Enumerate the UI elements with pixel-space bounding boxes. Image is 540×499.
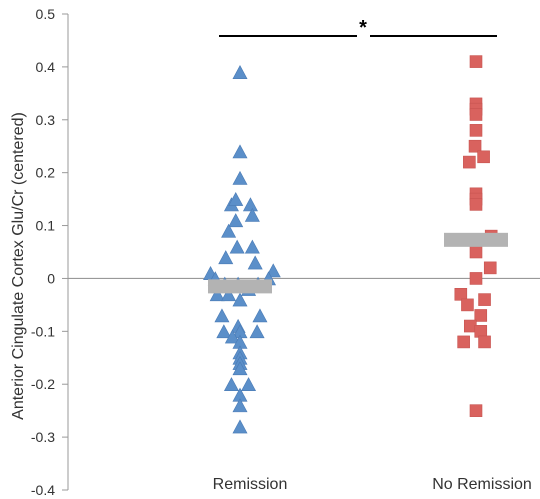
mean-layer xyxy=(208,232,508,294)
data-point-no-remission xyxy=(461,298,474,312)
data-point-remission xyxy=(232,361,248,376)
y-axis-title: Anterior Cingulate Cortex Glu/Cr (center… xyxy=(10,112,27,420)
y-tick-label: 0.2 xyxy=(36,165,56,181)
mean-bar-no-remission xyxy=(444,232,508,247)
axis-layer xyxy=(62,13,540,491)
data-point-no-remission xyxy=(483,261,497,275)
data-point-remission xyxy=(232,170,248,185)
data-point-no-remission xyxy=(469,404,483,417)
data-point-remission xyxy=(224,329,240,344)
y-tick-label: -0.2 xyxy=(31,376,55,392)
mean-bar-remission xyxy=(208,279,272,294)
y-tick-label: 0.5 xyxy=(36,6,56,22)
data-point-remission xyxy=(252,308,268,323)
data-point-no-remission xyxy=(469,55,483,68)
data-point-no-remission xyxy=(469,108,483,121)
data-point-remission xyxy=(232,398,248,413)
y-tick-label: 0.4 xyxy=(36,59,56,75)
data-point-remission xyxy=(218,250,234,265)
data-point-remission xyxy=(232,144,248,159)
data-point-no-remission xyxy=(474,309,488,322)
data-point-remission xyxy=(221,223,237,238)
data-point-no-remission xyxy=(457,335,470,349)
data-point-remission xyxy=(244,207,260,222)
data-point-remission xyxy=(228,191,244,206)
data-point-remission xyxy=(249,324,265,339)
data-point-remission xyxy=(232,292,248,307)
data-point-no-remission xyxy=(454,288,468,301)
y-tick-label: 0 xyxy=(47,270,55,286)
data-point-remission xyxy=(232,419,248,434)
data-point-no-remission xyxy=(469,245,483,259)
x-category-label: Remission xyxy=(213,476,288,493)
data-point-remission xyxy=(232,65,248,79)
data-point-no-remission xyxy=(468,139,482,153)
data-point-remission xyxy=(247,255,263,270)
data-point-remission xyxy=(241,377,257,392)
data-point-no-remission xyxy=(469,198,483,211)
data-point-remission xyxy=(216,324,232,339)
data-point-no-remission xyxy=(478,335,491,349)
data-point-remission xyxy=(209,287,225,302)
y-tick-label: 0.1 xyxy=(36,218,56,234)
x-category-label: No Remission xyxy=(432,476,532,493)
significance-star: * xyxy=(359,17,367,39)
data-point-no-remission xyxy=(474,325,488,338)
y-tick-label: 0.3 xyxy=(36,112,56,128)
significance-layer: * xyxy=(219,17,497,39)
data-point-remission xyxy=(244,239,260,254)
data-point-no-remission xyxy=(463,155,476,169)
label-layer: -0.4 -0.3 -0.2 -0.1 0 0.1 0.2 0.3 0.4 0.5 Anterior… xyxy=(10,6,532,498)
marks-layer xyxy=(203,55,498,434)
data-point-remission xyxy=(229,239,245,254)
data-point-no-remission xyxy=(469,124,483,137)
data-point-remission xyxy=(228,213,244,228)
data-point-remission xyxy=(221,287,237,302)
data-point-remission xyxy=(223,377,239,392)
y-tick-label: -0.4 xyxy=(31,482,55,498)
data-point-remission xyxy=(242,197,258,212)
data-point-no-remission xyxy=(469,272,483,285)
data-point-no-remission xyxy=(477,150,490,164)
y-tick-label: -0.3 xyxy=(31,429,55,445)
y-tick-label: -0.1 xyxy=(31,323,55,339)
data-point-remission xyxy=(214,308,230,323)
data-point-no-remission xyxy=(478,293,491,306)
